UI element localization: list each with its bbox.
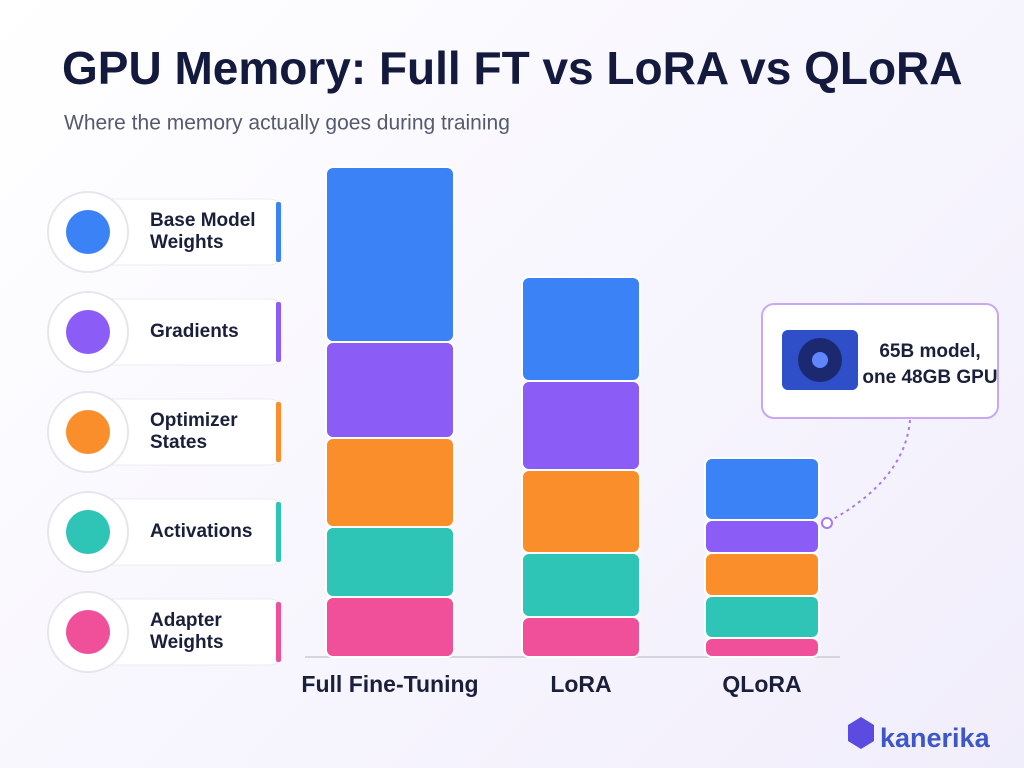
bar-segment — [704, 457, 820, 521]
bar-segment — [521, 616, 641, 658]
bar-segment — [325, 166, 455, 343]
bar-segment — [325, 341, 455, 439]
bar-segment — [704, 595, 820, 639]
legend-label: Adapter Weights — [150, 610, 224, 653]
bar-segment — [704, 637, 820, 658]
bar-segment — [325, 596, 455, 658]
x-tick-label: QLoRA — [722, 671, 801, 697]
legend-accent — [276, 202, 281, 262]
gpu-hub — [812, 352, 828, 368]
legend-accent — [276, 602, 281, 662]
legend-label: Optimizer States — [150, 410, 238, 453]
annotation-leader — [827, 419, 911, 523]
bar-segment — [521, 552, 641, 618]
x-tick-label: LoRA — [550, 671, 611, 697]
bar-segment — [704, 552, 820, 597]
legend-accent — [276, 502, 281, 562]
annotation-dot — [821, 517, 833, 529]
bar-segment — [325, 437, 455, 528]
x-tick-label: Full Fine-Tuning — [301, 671, 478, 697]
bar-segment — [521, 469, 641, 554]
chart-title: GPU Memory: Full FT vs LoRA vs QLoRA — [62, 42, 962, 94]
annotation-line: 65B model, — [879, 341, 980, 362]
legend-icon — [66, 210, 110, 254]
legend-label: Gradients — [150, 321, 239, 342]
legend-accent — [276, 402, 281, 462]
bar-segment — [325, 526, 455, 598]
chart-subtitle: Where the memory actually goes during tr… — [64, 112, 510, 135]
legend-label: Base Model Weights — [150, 210, 256, 253]
legend-icon — [66, 410, 110, 454]
bar-segment — [521, 380, 641, 471]
legend-accent — [276, 302, 281, 362]
bar-segment — [521, 276, 641, 382]
brand: kanerika — [880, 723, 991, 753]
legend-icon — [66, 510, 110, 554]
legend-icon — [66, 310, 110, 354]
bar-segment — [704, 519, 820, 554]
annotation-line: one 48GB GPU — [862, 367, 997, 388]
brand-logo — [848, 717, 874, 749]
legend-label: Activations — [150, 521, 253, 542]
legend-icon — [66, 610, 110, 654]
